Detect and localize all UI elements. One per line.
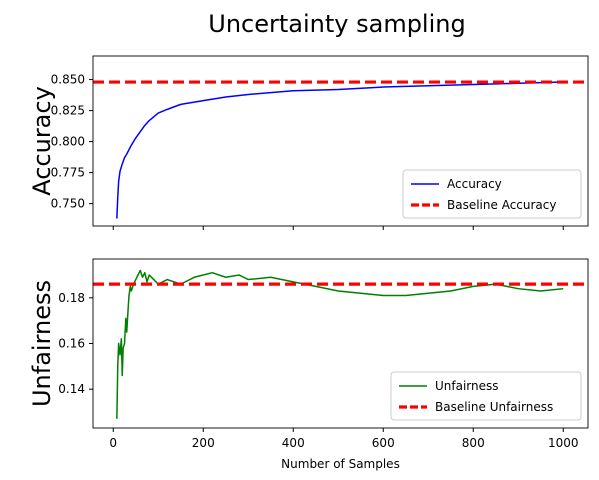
x-tick-label: 200 — [192, 436, 215, 450]
axes-frame — [92, 55, 589, 227]
x-tick-label: 0 — [109, 436, 117, 450]
figure-title: Uncertainty sampling — [208, 10, 465, 38]
y-tick-label: 0.18 — [58, 291, 85, 305]
y-tick-label: 0.850 — [51, 73, 85, 87]
x-axis-label: Number of Samples — [281, 457, 400, 471]
y-tick-label: 0.750 — [51, 197, 85, 211]
legend-label: Baseline Unfairness — [435, 400, 553, 414]
legend-label: Baseline Accuracy — [447, 198, 556, 212]
y-axis-label: Accuracy — [28, 86, 56, 196]
x-tick-label: 600 — [372, 436, 395, 450]
legend: Accuracy Baseline Accuracy — [402, 169, 582, 219]
x-tick-label: 400 — [282, 436, 305, 450]
legend-box — [402, 169, 582, 219]
legend-box — [390, 371, 582, 421]
y-axis-label: Unfairness — [28, 280, 56, 407]
x-tick-label: 800 — [462, 436, 485, 450]
y-tick-label: 0.775 — [51, 166, 85, 180]
y-tick-label: 0.800 — [51, 135, 85, 149]
plot-area — [93, 80, 588, 219]
series-line-unfairness — [116, 269, 564, 419]
y-tick-label: 0.16 — [58, 337, 85, 351]
plot-area — [93, 269, 588, 419]
series-line-accuracy — [116, 81, 564, 219]
legend: Unfairness Baseline Unfairness — [390, 371, 582, 421]
x-tick-label: 1000 — [548, 436, 579, 450]
y-tick-label: 0.825 — [51, 104, 85, 118]
y-tick-label: 0.14 — [58, 382, 85, 396]
legend-label: Accuracy — [447, 177, 502, 191]
unfairness-panel: 0 200 400 600 800 10000.140.160.18UnfairnessN… — [28, 258, 589, 471]
legend-label: Unfairness — [435, 379, 499, 393]
